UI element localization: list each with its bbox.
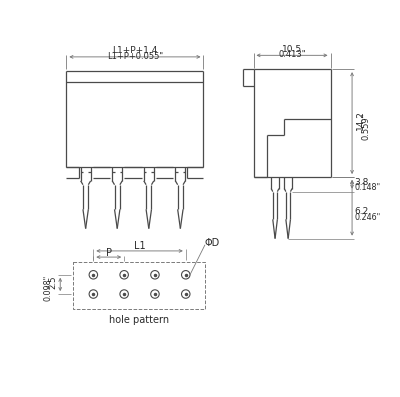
Text: 0.148": 0.148": [354, 183, 380, 192]
Text: 0.098": 0.098": [44, 275, 52, 301]
Text: L1+P+0.055": L1+P+0.055": [107, 52, 163, 61]
Text: 0.559": 0.559": [362, 112, 370, 140]
Text: P: P: [106, 248, 112, 258]
Text: hole pattern: hole pattern: [109, 315, 169, 325]
Text: 0.246": 0.246": [354, 213, 380, 222]
Text: 14.2: 14.2: [356, 110, 365, 130]
Text: 2.5: 2.5: [49, 275, 58, 289]
Text: 6.2: 6.2: [354, 207, 368, 216]
Bar: [72, 262, 205, 309]
Text: 0.413": 0.413": [278, 50, 306, 59]
Text: L1+P+1.4: L1+P+1.4: [112, 46, 158, 55]
Text: ΦD: ΦD: [204, 238, 220, 248]
Text: 3.8: 3.8: [354, 177, 368, 187]
Text: 10.5: 10.5: [282, 45, 302, 54]
Text: L1: L1: [134, 241, 145, 251]
